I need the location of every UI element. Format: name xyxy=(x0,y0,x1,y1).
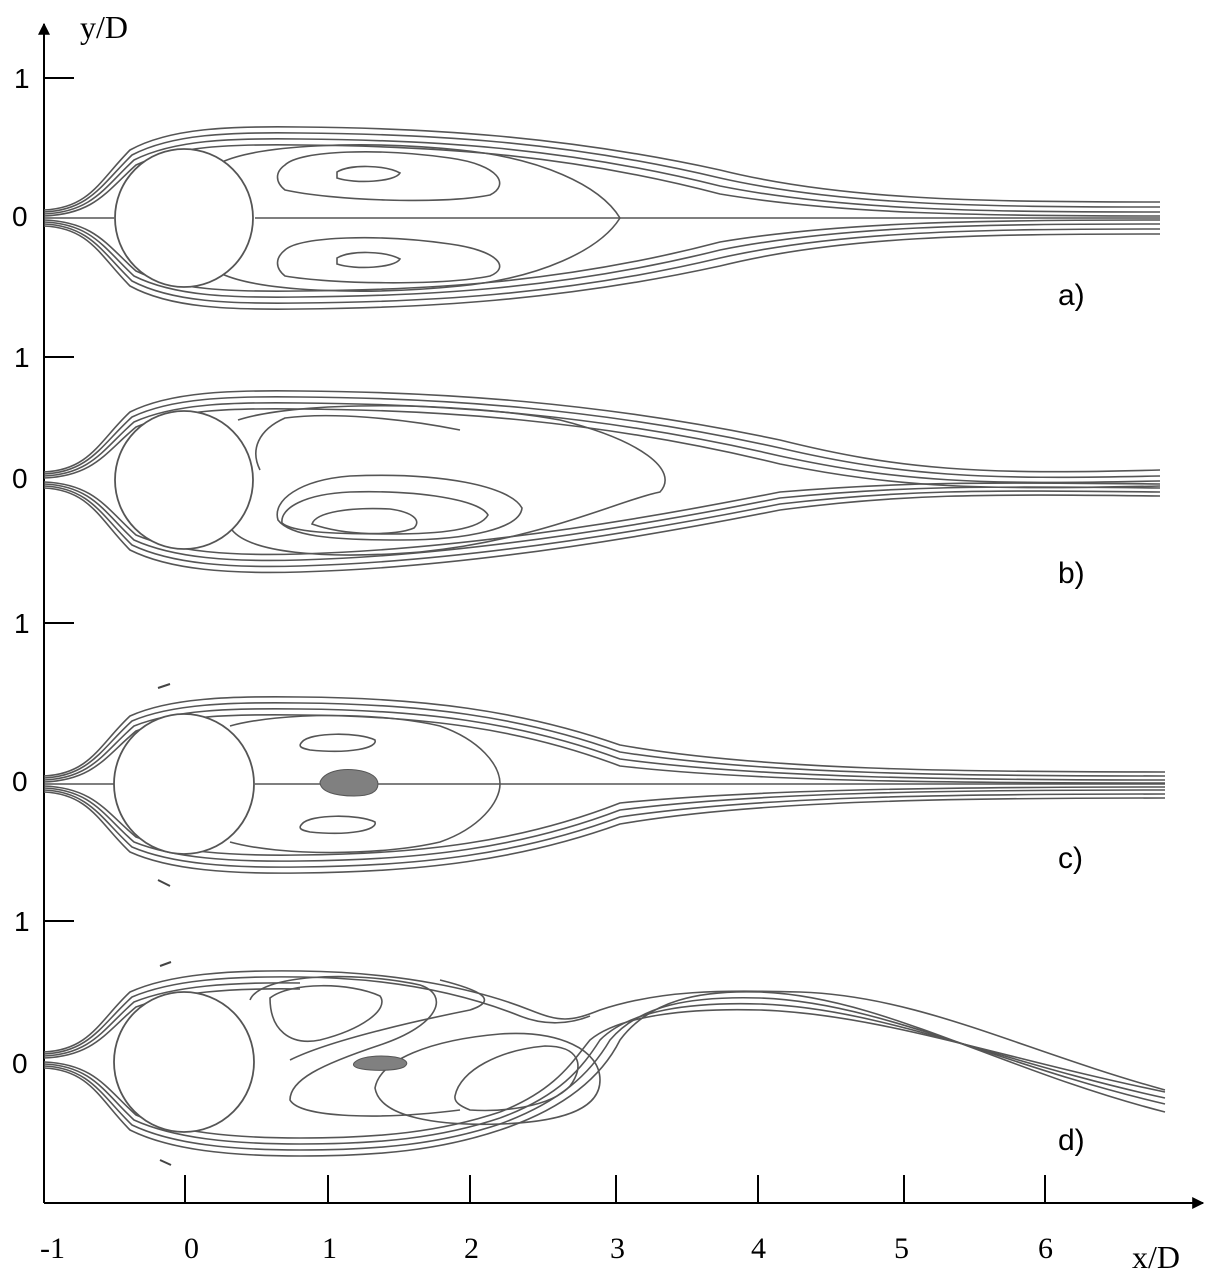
x-tick-label: 6 xyxy=(1038,1232,1053,1265)
panel-b: b) xyxy=(43,389,1161,590)
panel-a: a) xyxy=(43,126,1161,312)
x-tick-label: 0 xyxy=(184,1232,199,1265)
y-tick-label: 0 xyxy=(12,201,28,232)
y-tick-label: 0 xyxy=(12,463,28,494)
panel-label-c: c) xyxy=(1058,842,1083,875)
x-tick-label: 5 xyxy=(894,1232,909,1265)
panel-d-shaded-region xyxy=(353,1055,408,1071)
panel-label-d: d) xyxy=(1058,1124,1085,1157)
panel-d-dash-bottom xyxy=(159,1159,172,1166)
y-tick-label: 1 xyxy=(14,906,30,937)
y-tick-label: 0 xyxy=(12,766,28,797)
panel-c-streamlines xyxy=(43,695,1166,874)
cylinder-c xyxy=(113,713,255,855)
cylinder-b xyxy=(114,410,254,550)
x-tick-label: 3 xyxy=(610,1232,625,1265)
panel-b-streamlines xyxy=(43,389,1161,574)
panel-c-dash-top xyxy=(157,683,171,689)
x-tick-label: 4 xyxy=(751,1232,766,1265)
panel-d: d) xyxy=(43,961,1166,1166)
y-tick-label: 1 xyxy=(14,608,30,639)
panel-c-shaded-region xyxy=(319,769,379,797)
panel-d-streamlines xyxy=(43,970,1166,1157)
x-tick-label: 2 xyxy=(464,1232,479,1265)
panel-c-dash-bottom xyxy=(157,879,171,887)
y-ticks: 1 0 1 0 1 0 1 0 xyxy=(12,63,74,1079)
panel-a-streamlines xyxy=(43,126,1161,310)
y-axis-title: y/D xyxy=(80,9,128,45)
y-tick-label: 1 xyxy=(14,342,30,373)
x-axis-title: x/D xyxy=(1132,1239,1180,1274)
x-tick-label: -1 xyxy=(40,1232,65,1265)
y-tick-label: 1 xyxy=(14,63,30,94)
x-tick-label: 1 xyxy=(322,1232,337,1265)
cylinder-d xyxy=(113,991,255,1133)
y-tick-label: 0 xyxy=(12,1048,28,1079)
panel-label-a: a) xyxy=(1058,279,1085,312)
panel-c: c) xyxy=(43,683,1166,887)
panel-label-b: b) xyxy=(1058,557,1085,590)
panel-d-dash-top xyxy=(159,961,172,967)
x-ticks: -1 0 1 2 3 4 5 6 xyxy=(40,1175,1053,1265)
cylinder-a xyxy=(114,148,254,288)
